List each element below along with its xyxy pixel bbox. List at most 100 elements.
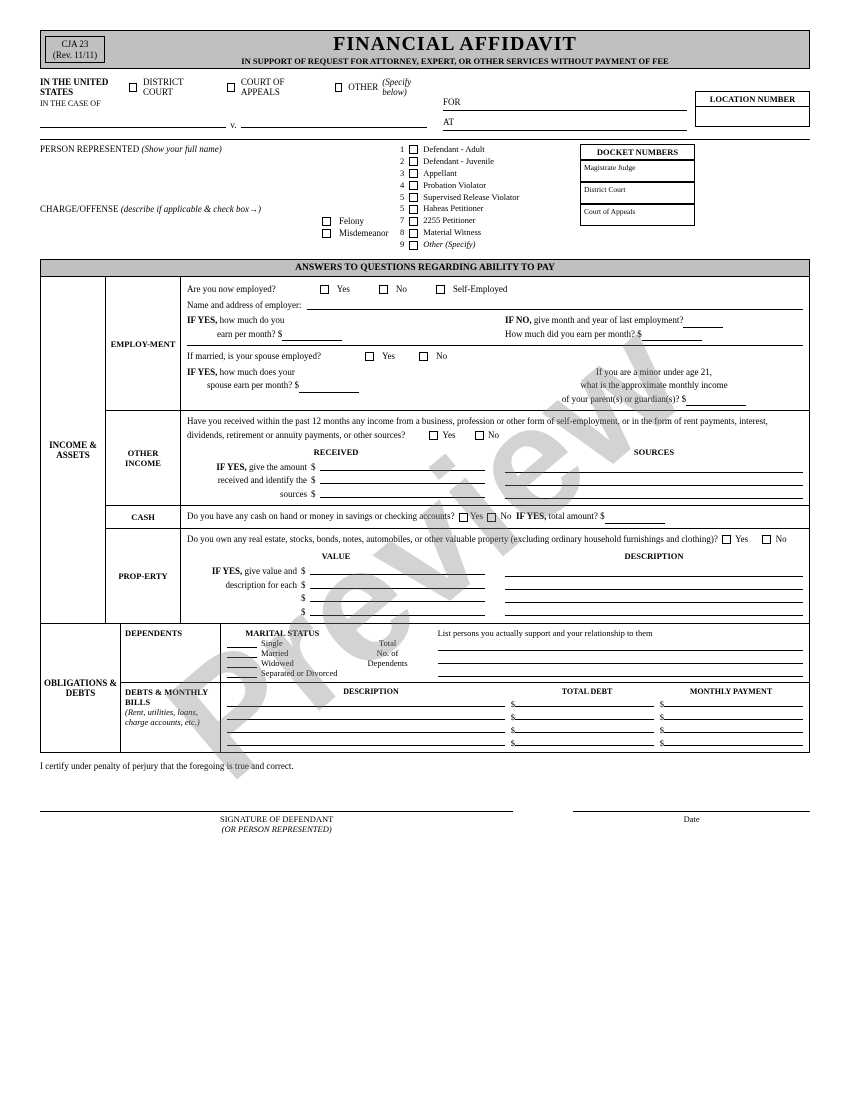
d2-mon[interactable] [664, 709, 803, 720]
cash-yes[interactable] [459, 513, 468, 522]
ms-3[interactable] [227, 658, 257, 668]
income-assets-label: INCOME & ASSETS [41, 277, 106, 623]
prop-yes[interactable] [722, 535, 731, 544]
at-field[interactable]: AT [443, 115, 687, 131]
sup-1[interactable] [438, 639, 803, 651]
val-2[interactable] [310, 579, 486, 589]
desc-1[interactable] [505, 565, 803, 577]
location-label: LOCATION NUMBER [695, 91, 810, 107]
src-1[interactable] [505, 461, 803, 473]
docket-magistrate[interactable]: Magistrate Judge [580, 160, 695, 182]
form-subtitle: IN SUPPORT OF REQUEST FOR ATTORNEY, EXPE… [105, 56, 805, 66]
d4-desc[interactable] [227, 735, 505, 746]
other-income-label: OTHER INCOME [106, 411, 181, 505]
desc-3[interactable] [505, 591, 803, 603]
location-field[interactable] [695, 107, 810, 127]
charge-note: (describe if applicable & check box→) [121, 204, 261, 214]
debts-label: DEBTS & MONTHLY BILLS(Rent, utilities, l… [121, 683, 221, 752]
docket-district[interactable]: District Court [580, 182, 695, 204]
src-2[interactable] [505, 474, 803, 486]
employer-field[interactable] [307, 300, 803, 310]
last-employ[interactable] [683, 318, 723, 328]
appeals-checkbox[interactable] [227, 83, 235, 92]
desc-4[interactable] [505, 604, 803, 616]
amt-2[interactable] [320, 474, 486, 484]
sup-3[interactable] [438, 665, 803, 677]
type-8-checkbox[interactable] [409, 229, 418, 238]
other-income-content: Have you received within the past 12 mon… [181, 411, 809, 505]
defendant-blank[interactable] [241, 116, 427, 128]
d1-desc[interactable] [227, 696, 505, 707]
signature-line[interactable]: SIGNATURE OF DEFENDANT (OR PERSON REPRES… [40, 811, 513, 834]
other-checkbox[interactable] [335, 83, 343, 92]
d4-tot[interactable] [515, 735, 654, 746]
other-label: OTHER [348, 82, 378, 92]
ms-2[interactable] [227, 648, 257, 658]
parent-income[interactable] [686, 396, 746, 406]
title-section: FINANCIAL AFFIDAVIT IN SUPPORT OF REQUES… [105, 33, 805, 66]
spouse-earn[interactable] [299, 383, 359, 393]
val-1[interactable] [310, 565, 486, 575]
for-field[interactable]: FOR [443, 95, 687, 111]
spouse-yes[interactable] [365, 352, 374, 361]
docket-appeals[interactable]: Court of Appeals [580, 204, 695, 226]
docket-label: DOCKET NUMBERS [580, 144, 695, 160]
person-label: PERSON REPRESENTED [40, 144, 139, 154]
d1-tot[interactable] [515, 696, 654, 707]
desc-2[interactable] [505, 578, 803, 590]
misdemeanor-checkbox[interactable] [322, 229, 331, 238]
cash-no[interactable] [487, 513, 496, 522]
self-employed[interactable] [436, 285, 445, 294]
val-4[interactable] [310, 606, 486, 616]
type-4-checkbox[interactable] [409, 181, 418, 190]
vs-text: v. [230, 120, 236, 130]
spouse-no[interactable] [419, 352, 428, 361]
ms-1[interactable] [227, 638, 257, 648]
type-3-checkbox[interactable] [409, 169, 418, 178]
type-6-checkbox[interactable] [409, 205, 418, 214]
employed-yes[interactable] [320, 285, 329, 294]
sup-2[interactable] [438, 652, 803, 664]
charge-label: CHARGE/OFFENSE [40, 204, 119, 214]
past-earn[interactable] [642, 331, 702, 341]
other-yes[interactable] [429, 431, 438, 440]
earn-month[interactable] [282, 331, 342, 341]
district-checkbox[interactable] [129, 83, 137, 92]
type-9-checkbox[interactable] [409, 241, 418, 250]
charge-label-row: CHARGE/OFFENSE (describe if applicable &… [40, 204, 312, 214]
d3-desc[interactable] [227, 722, 505, 733]
src-3[interactable] [505, 487, 803, 499]
date-line[interactable]: Date [573, 811, 810, 824]
d4-mon[interactable] [664, 735, 803, 746]
employed-no[interactable] [379, 285, 388, 294]
case-label: IN THE CASE OF [40, 99, 427, 108]
cash-amount[interactable] [605, 514, 665, 524]
dependents-label: DEPENDENTS [121, 624, 221, 682]
ms-4[interactable] [227, 668, 257, 678]
type-7-checkbox[interactable] [409, 217, 418, 226]
other-no[interactable] [475, 431, 484, 440]
amt-3[interactable] [320, 488, 486, 498]
plaintiff-blank[interactable] [40, 116, 226, 128]
prop-no[interactable] [762, 535, 771, 544]
type-2-checkbox[interactable] [409, 157, 418, 166]
amt-1[interactable] [320, 461, 486, 471]
d2-tot[interactable] [515, 709, 654, 720]
d2-desc[interactable] [227, 709, 505, 720]
val-3[interactable] [310, 592, 486, 602]
d1-mon[interactable] [664, 696, 803, 707]
d3-tot[interactable] [515, 722, 654, 733]
debts-content: DESCRIPTIONTOTAL DEBTMONTHLY PAYMENT $$ … [221, 683, 809, 752]
type-5-checkbox[interactable] [409, 193, 418, 202]
property-label: PROP-ERTY [106, 529, 181, 623]
d3-mon[interactable] [664, 722, 803, 733]
type-1-checkbox[interactable] [409, 145, 418, 154]
vs-line: v. [40, 116, 427, 130]
employment-label: EMPLOY-MENT [106, 277, 181, 410]
felony-checkbox[interactable] [322, 217, 331, 226]
employment-content: Are you now employed?YesNoSelf-Employed … [181, 277, 809, 410]
income-grid: INCOME & ASSETS EMPLOY-MENT Are you now … [40, 277, 810, 624]
form-id-box: CJA 23 (Rev. 11/11) [45, 36, 105, 64]
district-label: DISTRICT COURT [143, 77, 201, 97]
form-title: FINANCIAL AFFIDAVIT [105, 33, 805, 56]
